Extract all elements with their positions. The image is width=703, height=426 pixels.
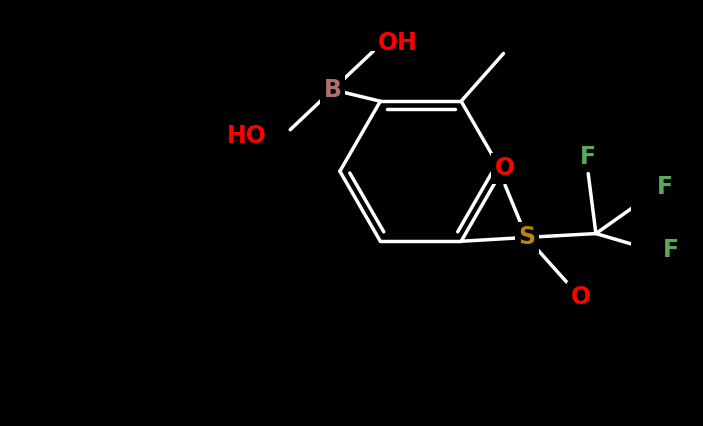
Text: F: F: [657, 176, 673, 199]
Text: HO: HO: [227, 124, 267, 148]
Text: B: B: [323, 78, 342, 102]
Text: O: O: [495, 156, 515, 180]
Text: S: S: [518, 225, 535, 249]
Text: OH: OH: [378, 32, 418, 55]
Text: O: O: [570, 285, 591, 309]
Text: F: F: [580, 144, 596, 169]
Text: F: F: [662, 239, 678, 262]
